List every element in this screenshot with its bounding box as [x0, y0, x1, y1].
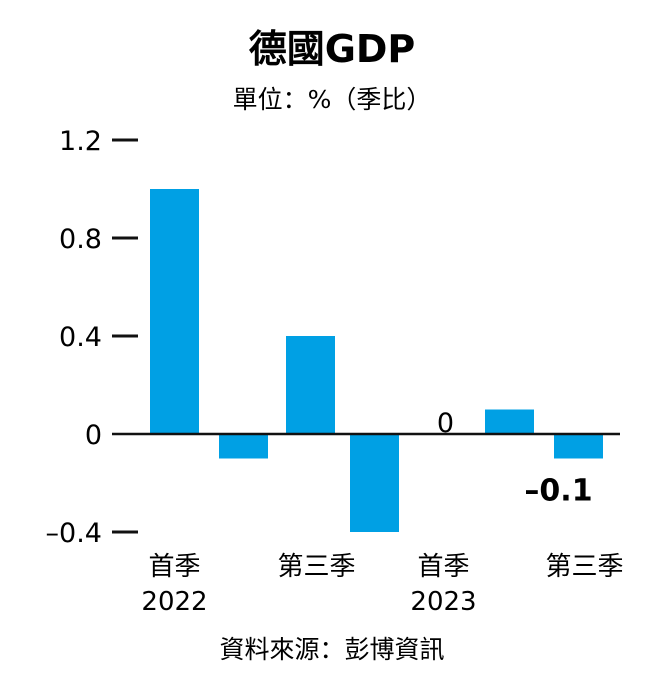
x-tick-label-year: 2022	[141, 587, 207, 617]
bar	[554, 434, 603, 459]
source-note: 資料來源：彭博資訊	[219, 635, 444, 664]
x-tick-label: 第三季	[545, 552, 623, 582]
bar	[350, 434, 399, 532]
chart-title: 德國GDP	[249, 27, 416, 71]
bar	[219, 434, 268, 459]
x-tick-label: 首季	[148, 552, 200, 582]
x-tick-label: 首季	[417, 552, 469, 582]
bar	[286, 336, 335, 434]
data-label: 0	[437, 408, 454, 439]
y-tick-label: 0.4	[59, 322, 102, 353]
bar	[150, 189, 199, 434]
bar	[485, 409, 534, 434]
y-tick-label: 0.8	[59, 224, 102, 255]
data-label: –0.1	[524, 474, 592, 509]
chart-subtitle: 單位：%（季比）	[233, 85, 432, 114]
y-tick-label: –0.4	[46, 518, 102, 549]
x-tick-label-year: 2023	[410, 587, 476, 617]
y-tick-label: 1.2	[59, 126, 102, 157]
x-tick-label: 第三季	[277, 552, 355, 582]
y-tick-label: 0	[85, 420, 102, 451]
